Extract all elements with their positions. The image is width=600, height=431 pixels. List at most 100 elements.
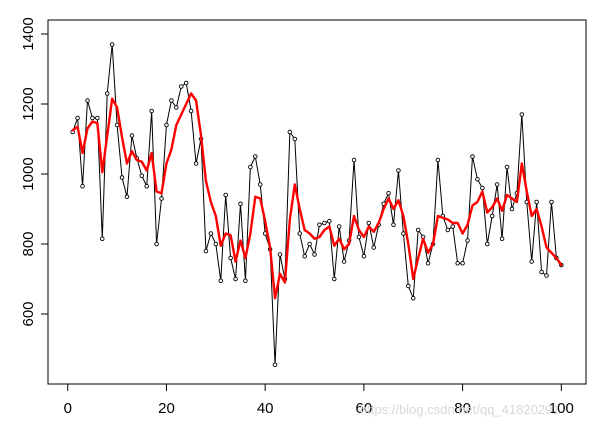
- raw-data-point: [391, 222, 396, 227]
- raw-data-point: [287, 129, 293, 135]
- raw-data-point: [307, 241, 312, 247]
- raw-data-point: [104, 91, 110, 96]
- raw-data-point: [460, 261, 465, 266]
- raw-data-point: [401, 231, 406, 236]
- raw-data-point: [248, 164, 253, 170]
- raw-data-point: [208, 231, 214, 236]
- raw-data-point: [129, 133, 135, 138]
- raw-data-point: [75, 115, 80, 121]
- raw-data-point: [351, 157, 357, 163]
- raw-data-point: [549, 199, 554, 205]
- raw-data-point: [435, 157, 441, 163]
- raw-data-point: [243, 278, 248, 284]
- raw-data-point: [85, 98, 90, 103]
- raw-data-point: [341, 259, 347, 264]
- raw-data-point: [277, 252, 283, 257]
- raw-data-point: [238, 201, 243, 206]
- raw-data-point: [332, 276, 337, 282]
- raw-data-point: [302, 253, 307, 259]
- raw-data-point: [539, 269, 544, 275]
- raw-data-point: [322, 220, 327, 226]
- raw-data-point: [292, 136, 298, 142]
- raw-data-point: [272, 362, 278, 368]
- x-tick-label: 60: [356, 400, 373, 417]
- raw-data-point: [90, 115, 95, 121]
- raw-data-point: [100, 236, 105, 241]
- raw-series-line: [72, 44, 562, 365]
- raw-data-point: [213, 241, 219, 247]
- raw-data-point: [366, 220, 372, 226]
- x-tick-label: 0: [64, 400, 72, 417]
- raw-data-point: [361, 253, 367, 259]
- raw-data-point: [228, 255, 233, 261]
- raw-data-point: [336, 224, 342, 229]
- raw-data-point: [223, 192, 228, 198]
- raw-data-point: [159, 196, 164, 201]
- raw-data-point: [203, 248, 209, 254]
- raw-data-point: [465, 238, 470, 243]
- raw-data-point: [450, 224, 455, 229]
- raw-data-point: [445, 227, 451, 233]
- raw-data-point: [154, 241, 159, 247]
- raw-data-point: [174, 105, 179, 110]
- raw-data-point: [188, 108, 194, 114]
- raw-data-point: [327, 218, 332, 224]
- raw-data-point: [489, 213, 495, 219]
- raw-data-point: [114, 122, 120, 128]
- smoothed-series-line: [71, 92, 563, 300]
- raw-data-point: [109, 42, 115, 47]
- raw-data-point: [396, 168, 401, 173]
- raw-data-point: [253, 154, 258, 159]
- y-tick-label: 1000: [20, 157, 37, 190]
- raw-data-point: [312, 252, 317, 257]
- raw-data-point: [529, 259, 534, 264]
- raw-data-point: [455, 261, 460, 266]
- y-tick-label: 1200: [20, 87, 37, 120]
- plot-frame: [47, 19, 587, 385]
- y-tick-label: 600: [20, 301, 37, 326]
- x-tick-label: 80: [454, 400, 471, 417]
- raw-data-point: [544, 273, 549, 278]
- x-tick-label: 100: [549, 400, 574, 417]
- raw-data-point: [519, 112, 525, 117]
- raw-data-point: [485, 241, 490, 247]
- raw-data-point: [139, 173, 145, 178]
- raw-data-point: [386, 190, 391, 196]
- raw-data-point: [144, 183, 149, 189]
- raw-data-point: [499, 236, 505, 241]
- x-tick-label: 40: [257, 400, 274, 417]
- raw-data-point: [124, 194, 130, 199]
- watermark: https://blog.csdn.net/qq_41820291: [360, 402, 560, 417]
- raw-data-point: [169, 98, 174, 103]
- raw-data-point: [415, 227, 421, 233]
- raw-data-point: [504, 164, 510, 170]
- raw-data-point: [411, 296, 416, 301]
- raw-data-point: [470, 154, 475, 159]
- raw-data-point: [179, 84, 184, 89]
- raw-data-point: [233, 276, 238, 282]
- raw-data-point: [509, 206, 515, 212]
- raw-data-point: [164, 122, 169, 128]
- y-tick-label: 1400: [20, 17, 37, 50]
- raw-data-point: [257, 182, 263, 187]
- raw-data-point: [183, 80, 189, 86]
- raw-data-point: [494, 182, 500, 187]
- raw-data-point: [149, 108, 154, 114]
- raw-data-point: [80, 183, 85, 189]
- x-tick-label: 20: [158, 400, 175, 417]
- raw-data-point: [119, 175, 125, 180]
- raw-data-point: [193, 161, 199, 166]
- raw-data-point: [95, 115, 100, 121]
- raw-data-point: [218, 278, 223, 284]
- axes: 0 20 40 60 80 100 600 800 1000 1200 1400: [20, 17, 574, 417]
- raw-data-point: [297, 231, 302, 236]
- raw-data-point: [371, 245, 377, 250]
- raw-data-point: [317, 222, 322, 227]
- raw-data-point: [480, 185, 485, 191]
- y-tick-label: 800: [20, 231, 37, 256]
- series-layer: [70, 42, 564, 368]
- raw-data-point: [475, 176, 480, 182]
- raw-data-point: [534, 199, 539, 205]
- raw-data-point: [425, 261, 431, 266]
